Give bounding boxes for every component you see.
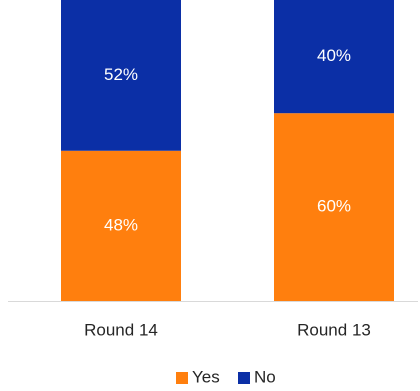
data-label-no-1: 52% [104, 65, 138, 84]
legend-label-no: No [254, 367, 276, 386]
data-label-no-2: 40% [317, 46, 351, 65]
bar-segment-yes-1 [61, 150, 181, 301]
bar-segment-no-2 [274, 0, 394, 114]
x-tick-label: Round 14 [84, 320, 158, 339]
legend-swatch-yes [176, 372, 188, 384]
data-label-yes-2: 60% [317, 197, 351, 216]
legend-swatch-no [238, 372, 250, 384]
x-axis-tick-labels: Round 14 Round 13 [84, 320, 371, 339]
data-label-yes-1: 48% [104, 215, 138, 234]
x-tick-label: Round 13 [297, 320, 371, 339]
bars-layer: 48% 52% 60% 40% [61, 0, 394, 301]
legend: Yes No [176, 367, 276, 386]
bar-segment-no-1 [61, 0, 181, 151]
legend-label-yes: Yes [192, 367, 220, 386]
bar-segment-yes-2 [274, 113, 394, 301]
